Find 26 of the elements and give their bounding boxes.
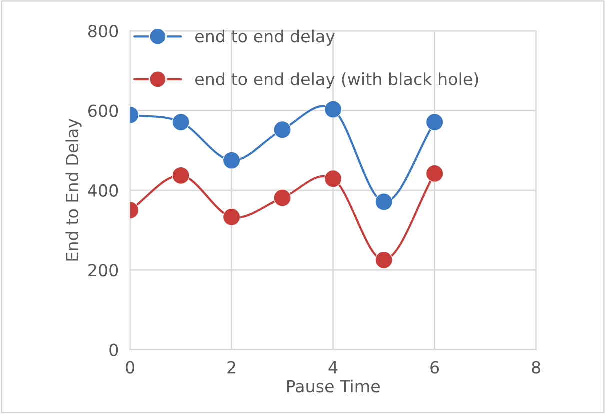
point (375, 193, 393, 211)
x-tick-label: 6 (430, 361, 440, 374)
x-tick-label: 0 (126, 361, 134, 374)
legend-label: end to end delay (195, 30, 336, 46)
point (375, 251, 393, 269)
x-axis-title: Pause Time (287, 380, 380, 393)
point (274, 121, 292, 139)
x-tick-label: 4 (328, 361, 338, 374)
point (223, 208, 241, 226)
y-axis-title: End to End Delay (66, 119, 82, 261)
x-tick-label: 2 (228, 361, 236, 374)
y-tick-label: 0 (110, 344, 118, 356)
point (172, 166, 190, 184)
point (324, 100, 342, 118)
y-tick-label: 200 (88, 264, 118, 277)
point (172, 114, 190, 132)
y-tick-label: 800 (88, 25, 118, 38)
x-tick-label: 8 (532, 361, 540, 374)
y-tick-label: 600 (88, 104, 118, 118)
legend-label: end to end delay (with black hole) (195, 72, 478, 89)
point (274, 189, 292, 207)
point (324, 170, 342, 188)
point (426, 164, 444, 182)
y-tick-label: 400 (88, 184, 118, 198)
point (223, 152, 241, 170)
point (426, 114, 444, 132)
